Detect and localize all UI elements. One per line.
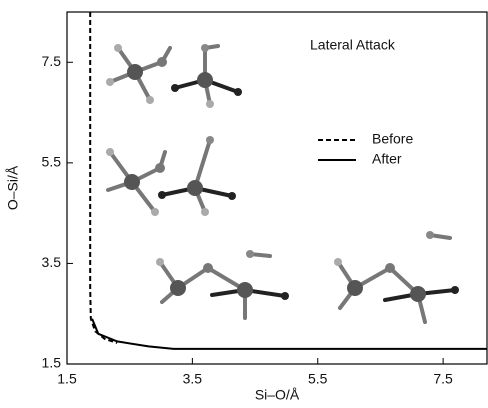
annotation: Lateral Attack — [310, 37, 396, 53]
y-tick-label: 5.5 — [42, 154, 62, 170]
molecule-illustrations — [106, 44, 459, 324]
series-line — [91, 318, 487, 350]
series-line — [89, 12, 118, 344]
x-tick-label: 5.5 — [308, 371, 328, 387]
x-axis-label: Si–O/Å — [255, 387, 300, 403]
x-tick-label: 3.5 — [183, 371, 203, 387]
legend-label: Before — [372, 131, 413, 147]
legend-label: After — [372, 151, 402, 167]
x-tick-label: 1.5 — [57, 371, 77, 387]
x-tick-label: 7.5 — [433, 371, 453, 387]
y-axis-label: O–Si/Å — [5, 165, 21, 210]
y-tick-label: 1.5 — [42, 355, 62, 371]
plot-frame — [66, 11, 488, 365]
y-tick-label: 7.5 — [42, 53, 62, 69]
y-tick-label: 3.5 — [42, 254, 62, 270]
